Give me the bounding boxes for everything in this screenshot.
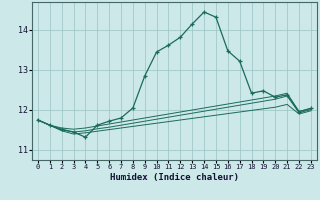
X-axis label: Humidex (Indice chaleur): Humidex (Indice chaleur)	[110, 173, 239, 182]
